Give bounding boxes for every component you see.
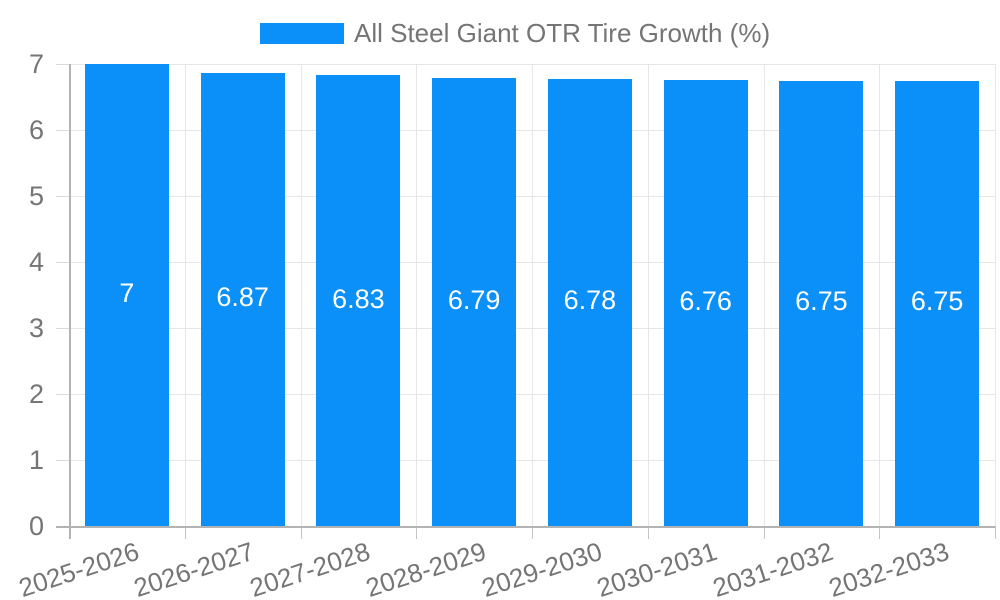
- x-axis-line: [56, 526, 995, 528]
- bar: [200, 72, 285, 526]
- x-tick-mark: [300, 526, 302, 539]
- x-tick-mark: [416, 526, 418, 539]
- bar-value-label: 6.78: [563, 285, 617, 316]
- y-tick-mark: [56, 328, 69, 329]
- x-tick-label: 2031-2032: [709, 536, 837, 600]
- gridline-v: [300, 64, 302, 526]
- bar-value-label: 6.75: [795, 286, 848, 317]
- bar-value-label: 6.75: [910, 286, 964, 317]
- y-tick-label: 5: [28, 181, 44, 211]
- x-tick-mark: [184, 526, 186, 539]
- x-tick-label: 2028-2029: [361, 536, 490, 600]
- legend: All Steel Giant OTR Tire Growth (%): [260, 18, 771, 48]
- y-tick-mark: [56, 64, 69, 65]
- y-tick-label: 1: [28, 445, 44, 475]
- x-tick-mark: [647, 526, 649, 539]
- y-axis-line: [69, 64, 71, 539]
- bar-value-label: 6.76: [679, 285, 732, 316]
- bar-value-label: 7: [119, 278, 135, 308]
- x-tick-label: 2032-2033: [824, 536, 953, 600]
- y-tick-mark: [56, 460, 69, 461]
- bar-value-label: 6.83: [332, 283, 385, 314]
- y-tick-label: 3: [28, 313, 44, 343]
- y-tick-mark: [56, 196, 69, 197]
- y-tick-mark: [56, 262, 69, 263]
- y-tick-label: 7: [28, 49, 44, 79]
- y-tick-mark: [56, 394, 69, 395]
- x-tick-label: 2029-2030: [477, 536, 606, 600]
- x-tick-mark: [532, 526, 533, 539]
- y-tick-label: 4: [28, 247, 44, 277]
- bar-value-label: 6.87: [216, 282, 269, 313]
- bar: [432, 77, 517, 526]
- gridline-v: [879, 64, 881, 526]
- y-tick-label: 2: [28, 379, 44, 409]
- gridline-v: [184, 64, 186, 526]
- x-tick-mark: [879, 526, 881, 539]
- legend-swatch: [260, 23, 344, 44]
- gridline-v: [532, 64, 533, 526]
- gridline-v: [647, 64, 649, 526]
- bar: [779, 80, 864, 526]
- x-tick-mark: [995, 526, 996, 539]
- gridline-v: [763, 64, 765, 526]
- gridline-v: [995, 64, 996, 526]
- bar: [895, 80, 980, 526]
- bar: [316, 75, 401, 526]
- y-tick-label: 6: [28, 115, 44, 145]
- y-tick-label: 0: [28, 511, 44, 541]
- gridline-v: [416, 64, 418, 526]
- x-tick-mark: [763, 526, 765, 539]
- bar: [663, 79, 748, 526]
- bar-value-label: 6.79: [447, 284, 501, 315]
- bar: [547, 78, 632, 526]
- y-tick-mark: [56, 130, 69, 131]
- x-tick-label: 2030-2031: [593, 536, 721, 600]
- x-tick-label: 2025-2026: [14, 536, 143, 600]
- x-tick-label: 2027-2028: [246, 536, 374, 600]
- x-tick-label: 2026-2027: [130, 536, 258, 600]
- legend-label: All Steel Giant OTR Tire Growth (%): [354, 18, 771, 48]
- bar: [84, 64, 169, 526]
